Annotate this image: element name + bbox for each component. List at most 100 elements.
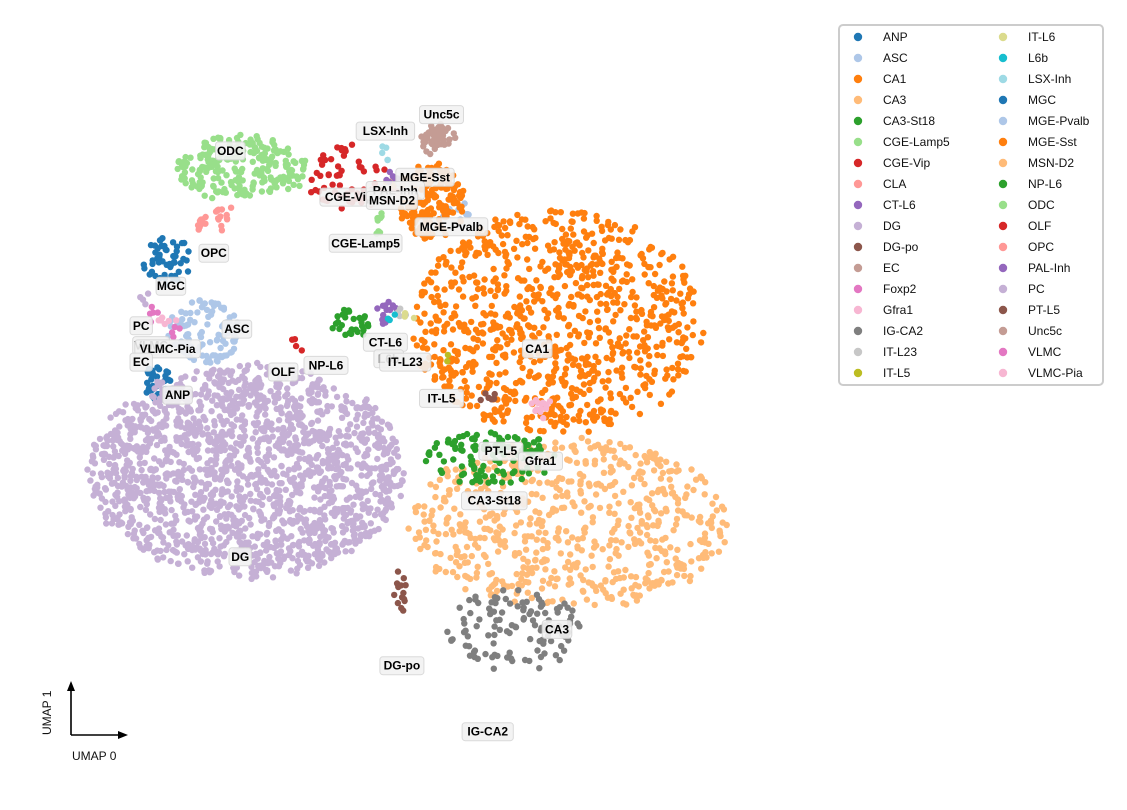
point-dg	[285, 497, 293, 505]
cluster-points-vlmc-pia	[155, 314, 180, 328]
point-ca1	[617, 307, 624, 314]
point-dg	[333, 393, 341, 401]
point-ca1	[427, 279, 435, 286]
point-dg	[301, 508, 308, 515]
point-dg	[144, 429, 152, 437]
point-dg	[128, 469, 136, 477]
point-dg	[100, 450, 108, 457]
point-ca1	[472, 293, 479, 301]
point-dg	[298, 374, 306, 382]
point-ca1	[504, 409, 511, 417]
cluster-label-box	[221, 319, 253, 339]
legend-label: EC	[883, 261, 900, 275]
point-ca3	[563, 528, 570, 535]
point-ca3-st18	[481, 473, 488, 480]
point-ca1	[605, 329, 612, 336]
point-ca1	[459, 369, 466, 376]
point-cge-vip	[308, 189, 315, 196]
point-dg	[354, 537, 361, 544]
point-dg	[285, 416, 292, 423]
point-cge-vip	[320, 152, 327, 159]
point-dg	[230, 446, 238, 453]
point-ca1	[679, 263, 686, 270]
point-ca1	[444, 320, 451, 327]
cluster-label-text: DG-po	[384, 659, 421, 673]
point-ca3	[545, 511, 553, 519]
point-asc	[198, 328, 205, 336]
point-ca1	[523, 298, 530, 305]
point-ca1	[607, 292, 615, 300]
point-ca1	[490, 265, 497, 273]
legend-label: CA3	[883, 93, 907, 107]
point-dg	[184, 442, 192, 449]
point-ig-ca2	[466, 652, 474, 659]
point-ca3-st18	[511, 468, 518, 475]
point-ca1	[550, 219, 557, 227]
point-ca1	[447, 247, 454, 255]
cluster-label-text: PT-L5	[485, 444, 518, 458]
point-dg	[319, 442, 326, 450]
x-axis-arrowhead	[118, 731, 128, 739]
point-ca1	[584, 232, 591, 239]
point-ca3	[663, 559, 670, 566]
point-ca3	[621, 444, 629, 452]
point-dg	[365, 446, 372, 453]
point-ca3	[518, 575, 525, 583]
point-dg	[199, 430, 206, 437]
point-ca1	[513, 237, 520, 244]
point-dg	[345, 518, 352, 526]
point-np-l6	[346, 329, 353, 337]
legend-item-opc: OPC	[998, 240, 1054, 254]
point-lsx-inh	[384, 156, 391, 164]
point-dg	[167, 458, 174, 466]
point-ca1	[669, 287, 676, 294]
point-ca1	[669, 253, 677, 260]
point-asc	[197, 333, 205, 341]
cluster-label-asc: ASC	[221, 319, 253, 339]
cluster-label-box	[198, 243, 230, 263]
point-ca3	[647, 537, 654, 544]
point-ca3	[672, 555, 679, 562]
point-ca1	[642, 381, 649, 388]
point-ca3	[420, 511, 427, 518]
legend-item-msn-d2: MSN-D2	[998, 156, 1074, 170]
point-dg	[353, 405, 360, 412]
point-dg	[273, 473, 280, 480]
point-ca3	[670, 527, 677, 534]
point-cge-vip	[381, 166, 388, 173]
cluster-label-pt-l5: PT-L5	[478, 441, 524, 461]
point-dg	[324, 407, 331, 415]
point-ca1	[593, 293, 601, 301]
point-dg	[204, 391, 212, 399]
point-ca3	[533, 536, 540, 543]
point-ca3	[657, 462, 664, 470]
point-olf	[298, 347, 305, 354]
point-ca1	[641, 348, 649, 355]
point-dg	[255, 456, 262, 464]
point-dg-po	[400, 575, 407, 582]
point-ig-ca2	[460, 615, 467, 623]
point-mge-sst	[419, 211, 426, 218]
point-dg	[164, 451, 171, 458]
point-dg	[278, 541, 285, 548]
point-ca1	[626, 236, 634, 244]
point-dg	[244, 475, 251, 483]
point-ca3	[618, 539, 625, 546]
point-ca1	[582, 419, 589, 426]
point-mge-sst	[424, 209, 431, 217]
point-ca3	[606, 439, 613, 446]
point-dg	[262, 566, 270, 573]
point-dg	[196, 422, 204, 430]
point-dg	[297, 472, 304, 479]
point-ca1	[413, 342, 421, 349]
cluster-points-lsx-inh	[379, 143, 391, 164]
point-mge-sst	[458, 203, 465, 210]
point-ca1	[440, 328, 448, 335]
point-ca1	[448, 283, 455, 290]
point-ca1	[514, 211, 521, 219]
point-ca1	[592, 340, 600, 347]
point-ca1	[501, 351, 509, 358]
point-odc	[209, 194, 216, 202]
legend-label: DG-po	[883, 240, 919, 254]
point-dg	[289, 555, 296, 562]
